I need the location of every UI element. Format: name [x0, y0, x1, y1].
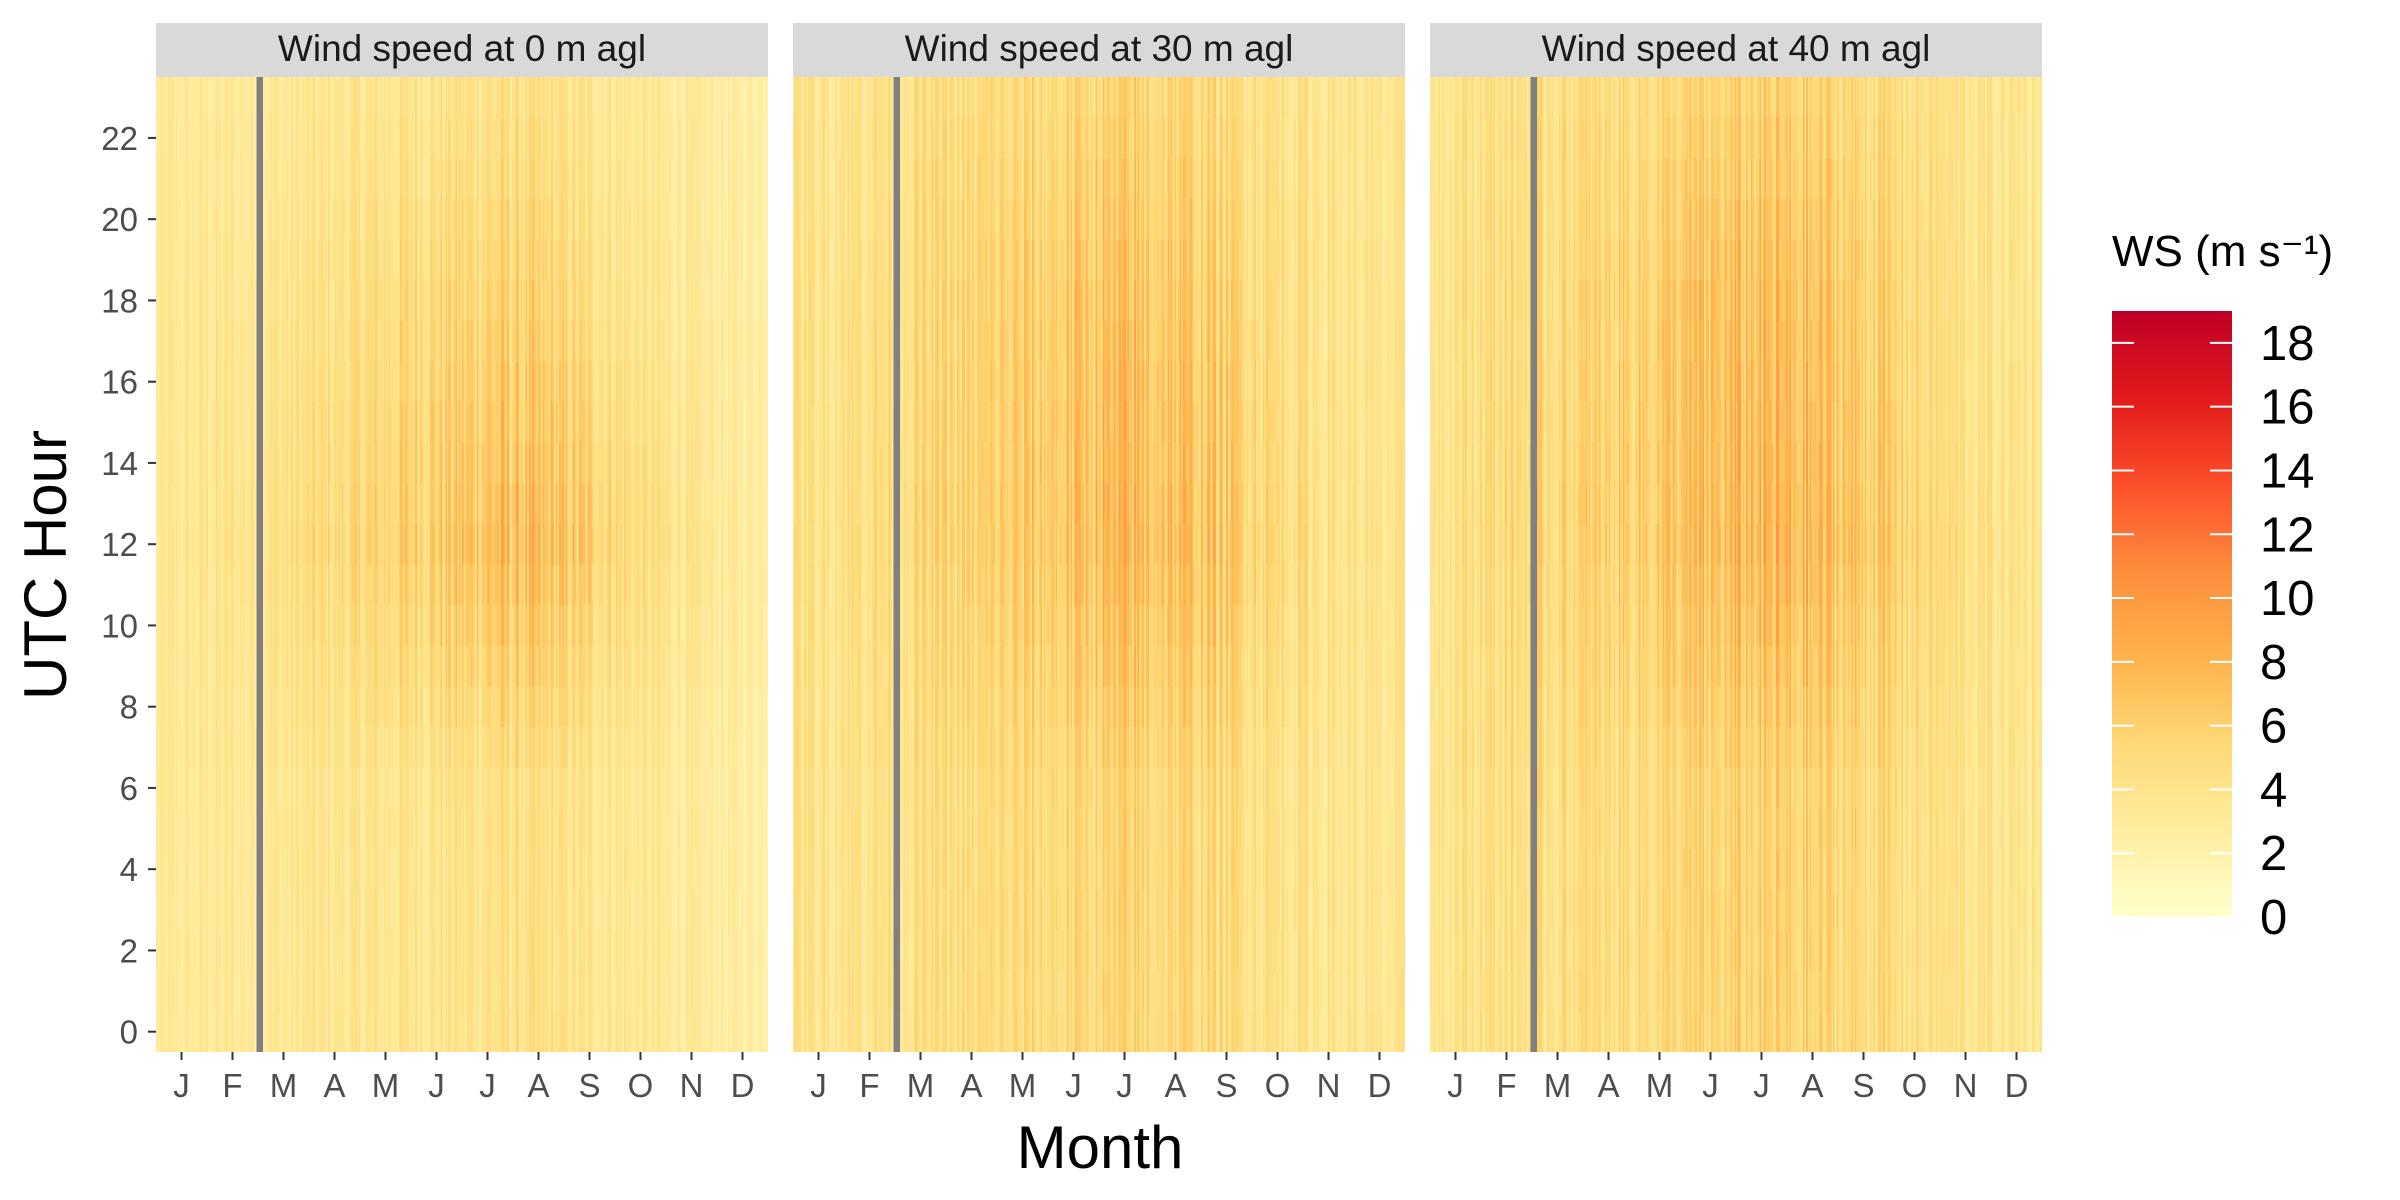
x-tick-label: N: [680, 1067, 704, 1104]
legend-tick-label: 10: [2260, 572, 2315, 626]
x-tick-label: S: [578, 1067, 600, 1104]
heatmap-tiles: [156, 77, 768, 1052]
x-tick-label: J: [810, 1067, 827, 1104]
facet-strip: [1430, 23, 2042, 77]
x-tick-label: J: [428, 1067, 445, 1104]
legend-tick-label: 18: [2260, 317, 2315, 371]
y-axis: 0 2 4 6 8 10 12 14 16 18 20 22: [101, 120, 156, 1051]
y-tick-label: 18: [101, 282, 138, 319]
y-tick-label: 4: [120, 851, 138, 888]
x-tick-label: A: [527, 1067, 549, 1104]
legend-tick-label: 16: [2260, 381, 2315, 435]
x-tick-label: S: [1852, 1067, 1874, 1104]
x-tick-label: J: [479, 1067, 496, 1104]
x-tick-label: M: [1544, 1067, 1572, 1104]
facet-title: Wind speed at 40 m agl: [1542, 28, 1931, 69]
y-tick-label: 22: [101, 120, 138, 157]
x-tick-label: N: [1317, 1067, 1341, 1104]
x-tick-label: J: [1447, 1067, 1464, 1104]
facet-title: Wind speed at 30 m agl: [905, 28, 1294, 69]
x-tick-label: M: [372, 1067, 400, 1104]
x-tick-label: A: [1801, 1067, 1823, 1104]
y-tick-label: 12: [101, 526, 138, 563]
y-tick-label: 8: [120, 689, 138, 726]
x-tick-label: O: [628, 1067, 654, 1104]
x-tick-label: O: [1265, 1067, 1291, 1104]
x-tick-label: M: [1009, 1067, 1037, 1104]
x-tick-label: A: [1164, 1067, 1186, 1104]
legend-tick-label: 14: [2260, 444, 2315, 498]
legend-title: WS (m s⁻¹): [2112, 227, 2333, 276]
x-tick-label: J: [1702, 1067, 1719, 1104]
legend-colorbar: [2112, 311, 2232, 917]
y-tick-label: 0: [120, 1014, 138, 1051]
y-tick-label: 14: [101, 445, 138, 482]
x-tick-label: M: [907, 1067, 935, 1104]
x-tick-label: A: [960, 1067, 982, 1104]
heatmap-tiles: [793, 77, 1405, 1052]
legend-tick-label: 8: [2260, 636, 2287, 690]
x-tick-label: S: [1215, 1067, 1237, 1104]
x-tick-label: F: [1496, 1067, 1516, 1104]
x-tick-label: M: [1646, 1067, 1674, 1104]
color-legend: WS (m s⁻¹) 0 2 4 6 8 10 12 14 16 18: [2112, 227, 2333, 945]
facet-strip: [156, 23, 768, 77]
legend-tick-label: 12: [2260, 508, 2315, 562]
y-tick-label: 2: [120, 932, 138, 969]
x-tick-label: A: [323, 1067, 345, 1104]
x-tick-label: F: [222, 1067, 242, 1104]
x-tick-label: J: [1065, 1067, 1082, 1104]
heatmap-tiles: [1430, 77, 2042, 1052]
legend-tick-label: 0: [2260, 891, 2287, 945]
x-tick-label: D: [1368, 1067, 1392, 1104]
legend-tick-label: 6: [2260, 700, 2287, 754]
legend-tick-label: 4: [2260, 763, 2287, 817]
x-tick-label: N: [1954, 1067, 1978, 1104]
x-tick-label: D: [731, 1067, 755, 1104]
x-tick-label: J: [1116, 1067, 1133, 1104]
x-tick-label: D: [2005, 1067, 2029, 1104]
x-tick-label: F: [859, 1067, 879, 1104]
x-tick-label: O: [1902, 1067, 1928, 1104]
x-tick-label: J: [173, 1067, 190, 1104]
x-tick-label: A: [1597, 1067, 1619, 1104]
y-tick-label: 10: [101, 607, 138, 644]
x-tick-label: J: [1753, 1067, 1770, 1104]
x-axis-title: Month: [1017, 1114, 1184, 1181]
y-tick-label: 20: [101, 201, 138, 238]
y-tick-label: 16: [101, 364, 138, 401]
legend-tick-label: 2: [2260, 827, 2287, 881]
facet-title: Wind speed at 0 m agl: [278, 28, 646, 69]
y-tick-label: 6: [120, 770, 138, 807]
y-axis-title: UTC Hour: [12, 430, 79, 700]
x-tick-label: M: [270, 1067, 298, 1104]
facet-strip: [793, 23, 1405, 77]
